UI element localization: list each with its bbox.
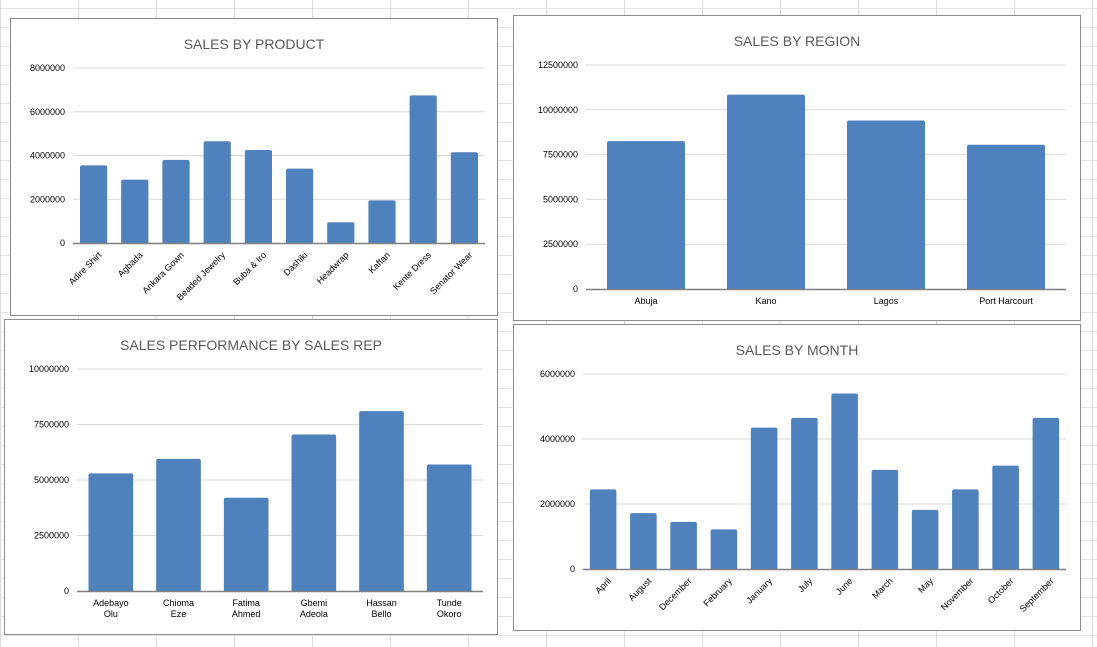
bar[interactable] xyxy=(450,152,478,243)
y-tick-label: 4000000 xyxy=(540,434,575,444)
y-tick-label: 2000000 xyxy=(540,499,575,509)
chart-svg: SALES BY PRODUCT 0 2000000 4000000 6000000 80… xyxy=(30,36,485,302)
category-label: February xyxy=(701,576,734,609)
y-tick-label: 0 xyxy=(60,238,65,248)
chart-svg: SALES PERFORMANCE BY SALES REP 0 2500000 50… xyxy=(29,337,483,619)
category-label: Lagos xyxy=(874,296,899,306)
bar[interactable] xyxy=(727,94,805,290)
category-label: Tunde Okoro xyxy=(437,598,462,619)
category-label: October xyxy=(986,576,1016,606)
bar[interactable] xyxy=(327,222,355,243)
bar[interactable] xyxy=(589,489,617,569)
category-label: Port Harcourt xyxy=(979,296,1033,306)
category-label: May xyxy=(916,576,935,595)
category-label: June xyxy=(834,576,855,597)
y-tick-label: 6000000 xyxy=(540,369,575,379)
category-label: Headwrap xyxy=(315,250,351,286)
y-tick-label: 7500000 xyxy=(543,150,578,160)
y-tick-label: 0 xyxy=(64,586,69,596)
bar[interactable] xyxy=(911,509,939,569)
bar[interactable] xyxy=(831,393,858,570)
y-tick-label: 8000000 xyxy=(30,63,65,73)
y-tick-label: 12500000 xyxy=(538,60,578,70)
bar[interactable] xyxy=(670,521,697,569)
y-tick-label: 10000000 xyxy=(29,364,69,374)
category-label: Chioma Eze xyxy=(163,598,194,619)
chart-title: SALES PERFORMANCE BY SALES REP xyxy=(120,337,382,353)
bar[interactable] xyxy=(162,159,190,243)
category-label: Adebayo Olu xyxy=(93,598,129,619)
bar[interactable] xyxy=(967,144,1045,289)
chart-svg: SALES BY MONTH 0 2000000 4000000 6000000 Apri… xyxy=(540,342,1066,614)
category-label: Kente Dress xyxy=(391,250,433,292)
bar[interactable] xyxy=(203,141,231,243)
chart-title: SALES BY REGION xyxy=(734,33,861,49)
bar[interactable] xyxy=(710,529,738,569)
y-tick-label: 10000000 xyxy=(538,105,578,115)
y-tick-label: 5000000 xyxy=(543,194,578,204)
bar[interactable] xyxy=(607,141,685,289)
category-label: Agbada xyxy=(116,250,145,279)
bar[interactable] xyxy=(409,95,437,243)
y-tick-label: 7500000 xyxy=(34,420,69,430)
category-label: July xyxy=(796,576,815,595)
bar[interactable] xyxy=(88,473,134,591)
chart-title: SALES BY PRODUCT xyxy=(184,36,325,52)
category-label: December xyxy=(657,576,693,612)
bar[interactable] xyxy=(1032,417,1060,569)
bar[interactable] xyxy=(368,200,396,243)
bar[interactable] xyxy=(80,165,108,243)
sales-by-product-chart[interactable]: SALES BY PRODUCT 0 2000000 4000000 6000000 80… xyxy=(10,18,498,316)
bar[interactable] xyxy=(286,168,314,243)
category-label: March xyxy=(870,576,895,601)
bar[interactable] xyxy=(847,120,925,289)
category-label: September xyxy=(1018,576,1056,614)
category-label: Buba & Iro xyxy=(231,250,268,287)
category-label: Ankara Gown xyxy=(140,250,186,296)
y-tick-label: 5000000 xyxy=(34,475,69,485)
bar[interactable] xyxy=(244,150,272,243)
chart-svg: SALES BY REGION 0 2500000 5000000 7500000 100… xyxy=(538,33,1066,306)
category-label: Gbemi Adeola xyxy=(300,598,328,619)
category-label: August xyxy=(626,576,653,603)
bar[interactable] xyxy=(791,417,818,569)
bar[interactable] xyxy=(223,497,269,591)
bar[interactable] xyxy=(426,464,472,591)
bar[interactable] xyxy=(630,513,657,569)
bar[interactable] xyxy=(871,469,899,569)
y-tick-label: 2500000 xyxy=(543,239,578,249)
bar[interactable] xyxy=(359,411,404,591)
bar[interactable] xyxy=(291,434,337,591)
sales-by-rep-chart[interactable]: SALES PERFORMANCE BY SALES REP 0 2500000 50… xyxy=(4,319,498,635)
bar[interactable] xyxy=(121,179,149,243)
chart-title: SALES BY MONTH xyxy=(736,342,859,358)
bar[interactable] xyxy=(750,427,778,569)
y-tick-label: 0 xyxy=(573,284,578,294)
y-tick-label: 4000000 xyxy=(30,151,65,161)
y-tick-label: 2500000 xyxy=(34,531,69,541)
category-label: Adire Shirt xyxy=(67,250,104,287)
category-label: Hassan Bello xyxy=(366,598,397,619)
category-label: Dashiki xyxy=(282,250,310,278)
category-label: Kaftan xyxy=(366,250,391,275)
category-label: Abuja xyxy=(634,296,657,306)
y-tick-label: 6000000 xyxy=(30,107,65,117)
category-label: January xyxy=(744,576,774,606)
sales-by-region-chart[interactable]: SALES BY REGION 0 2500000 5000000 7500000 100… xyxy=(513,15,1081,321)
category-label: November xyxy=(939,576,975,612)
category-label: April xyxy=(593,576,613,596)
bar[interactable] xyxy=(992,465,1019,569)
bar[interactable] xyxy=(952,489,979,569)
category-label: Fatima Ahmed xyxy=(232,598,261,619)
category-label: Kano xyxy=(755,296,776,306)
y-tick-label: 0 xyxy=(570,564,575,574)
sales-by-month-chart[interactable]: SALES BY MONTH 0 2000000 4000000 6000000 Apri… xyxy=(513,324,1081,631)
bar[interactable] xyxy=(156,458,201,591)
category-label: Senator Wear xyxy=(428,250,474,296)
y-tick-label: 2000000 xyxy=(30,194,65,204)
